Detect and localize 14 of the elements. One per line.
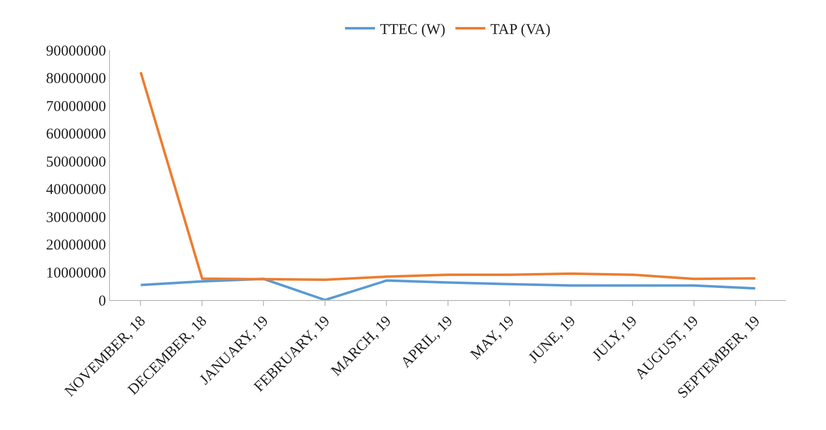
legend-label: TTEC (W) <box>380 22 446 38</box>
y-tick-label: 70000000 <box>46 98 106 115</box>
line-series <box>139 278 757 300</box>
y-tick-label: 60000000 <box>46 126 106 143</box>
y-tick-label: 50000000 <box>46 154 106 170</box>
y-tick-label: 30000000 <box>46 210 106 226</box>
y-tick-label: 0 <box>98 293 106 310</box>
line-series <box>139 70 757 281</box>
y-tick-label: 40000000 <box>46 182 106 198</box>
y-tick-label: 80000000 <box>46 71 106 88</box>
legend-label: TAP (VA) <box>490 22 550 38</box>
y-tick-label: 20000000 <box>46 238 106 254</box>
y-tick-label: 10000000 <box>46 265 106 282</box>
y-tick-label: 90000000 <box>46 43 106 60</box>
